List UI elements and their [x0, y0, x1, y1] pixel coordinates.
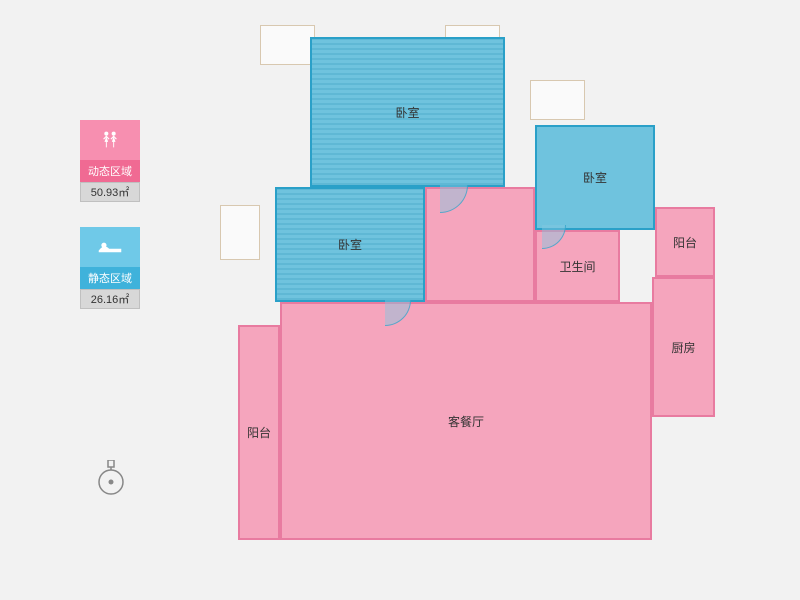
legend-dynamic-text: 动态区域 [88, 163, 132, 179]
room-living: 客餐厅 [280, 302, 652, 540]
inactive-block-3 [220, 205, 260, 260]
room-bedroom1: 卧室 [310, 37, 505, 187]
legend-static-label: 静态区域 [80, 267, 140, 289]
legend-dynamic: 动态区域 50.93㎡ [80, 120, 140, 202]
legend-dynamic-value-text: 50.93㎡ [91, 184, 130, 200]
legend-static-value-text: 26.16㎡ [91, 291, 130, 307]
room-label: 客餐厅 [448, 413, 484, 430]
legend-static: 静态区域 26.16㎡ [80, 227, 140, 309]
room-label: 卧室 [395, 104, 419, 121]
room-label: 卫生间 [559, 258, 595, 275]
people-icon [80, 120, 140, 160]
room-kitchen: 厨房 [652, 277, 715, 417]
room-balcony2: 阳台 [655, 207, 715, 277]
room-bedroom3: 卧室 [275, 187, 425, 302]
room-bedroom2: 卧室 [535, 125, 655, 230]
room-label: 阳台 [673, 234, 697, 251]
room-label: 卧室 [338, 236, 362, 253]
room-balcony1: 阳台 [238, 325, 280, 540]
room-label: 卧室 [583, 169, 607, 186]
room-label: 阳台 [247, 424, 271, 441]
legend-dynamic-label: 动态区域 [80, 160, 140, 182]
legend-panel: 动态区域 50.93㎡ 静态区域 26.16㎡ [80, 120, 140, 334]
room-label: 厨房 [671, 339, 695, 356]
compass-icon [96, 460, 126, 496]
legend-dynamic-value: 50.93㎡ [80, 182, 140, 202]
floor-plan: 客餐厅卫生间阳台厨房阳台卧室卧室卧室 [220, 25, 720, 565]
legend-static-value: 26.16㎡ [80, 289, 140, 309]
inactive-block-2 [530, 80, 585, 120]
inactive-block-0 [260, 25, 315, 65]
sleep-icon [80, 227, 140, 267]
legend-static-text: 静态区域 [88, 270, 132, 286]
